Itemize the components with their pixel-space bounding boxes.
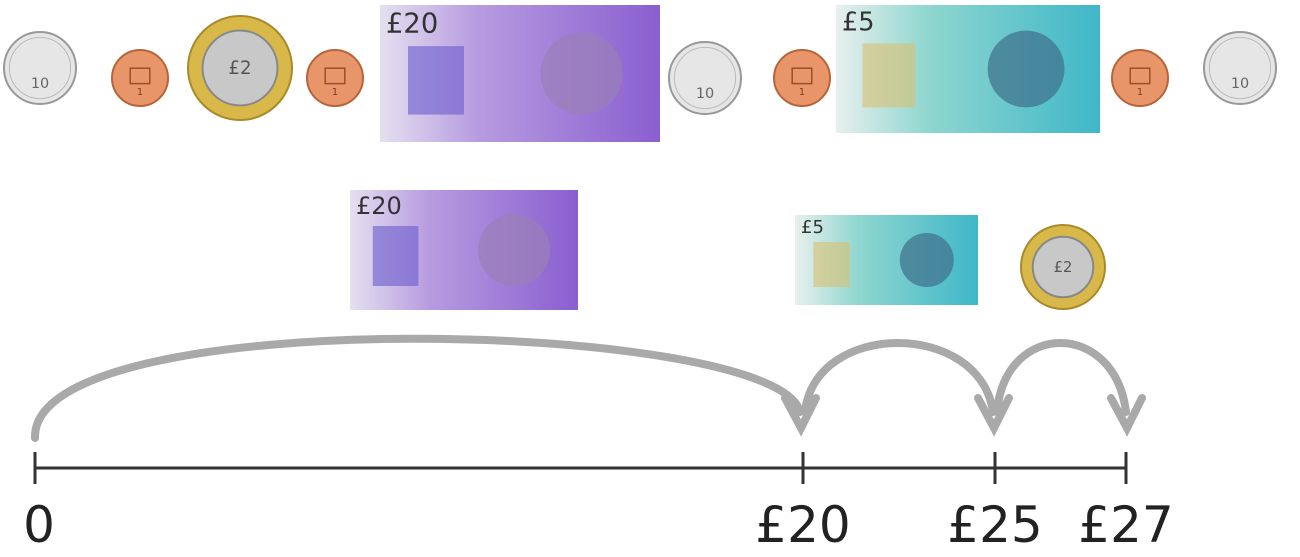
banknote: £5: [795, 215, 978, 305]
coin: 10: [669, 42, 741, 114]
coin-label: 10: [31, 76, 49, 92]
tick-label: £20: [755, 496, 850, 554]
banknote: £5: [836, 5, 1100, 133]
coin: 1: [112, 50, 168, 106]
money-items: 10 1 £2 1 £20 10 1 £5 1 10 £20 £5 £2: [4, 5, 1276, 310]
coin-label: 1: [332, 87, 338, 98]
note-window: [408, 46, 464, 115]
coin-label: 10: [696, 86, 714, 102]
banknote: £20: [380, 5, 660, 142]
jump-arc: [805, 343, 993, 412]
coin: 1: [307, 50, 363, 106]
note-label: £20: [356, 192, 402, 220]
coin: £2: [188, 16, 292, 120]
money-number-line: 10 1 £2 1 £20 10 1 £5 1 10 £20 £5 £2 0 £20 £25 £27: [0, 0, 1300, 557]
coin-body: [4, 32, 76, 104]
jump-arc: [35, 339, 800, 438]
coin: 10: [1204, 32, 1276, 104]
note-portrait: [900, 233, 954, 287]
coin-label: £2: [228, 58, 251, 79]
coin: 1: [1112, 50, 1168, 106]
note-portrait: [541, 32, 623, 114]
coin-label: 1: [137, 87, 143, 98]
tick-label: £27: [1078, 496, 1173, 554]
note-window: [813, 242, 850, 287]
note-label: £5: [842, 8, 875, 38]
note-portrait: [988, 31, 1065, 108]
coin-label: 1: [799, 87, 805, 98]
coin-label: £2: [1054, 259, 1073, 276]
tick-label: 0: [23, 496, 55, 554]
coin: £2: [1021, 225, 1105, 309]
number-line: [35, 452, 1126, 484]
coin: 10: [4, 32, 76, 104]
coin: 1: [774, 50, 830, 106]
banknote: £20: [350, 190, 578, 310]
jump-arc: [997, 343, 1126, 412]
note-window: [862, 43, 915, 107]
note-window: [373, 226, 419, 286]
coin-label: 10: [1231, 76, 1249, 92]
tick-label: £25: [947, 496, 1042, 554]
note-label: £5: [801, 217, 824, 238]
coin-body: [669, 42, 741, 114]
coin-label: 1: [1137, 87, 1143, 98]
note-portrait: [478, 214, 550, 286]
note-label: £20: [386, 8, 438, 39]
jumps: [35, 339, 1142, 438]
coin-body: [1204, 32, 1276, 104]
